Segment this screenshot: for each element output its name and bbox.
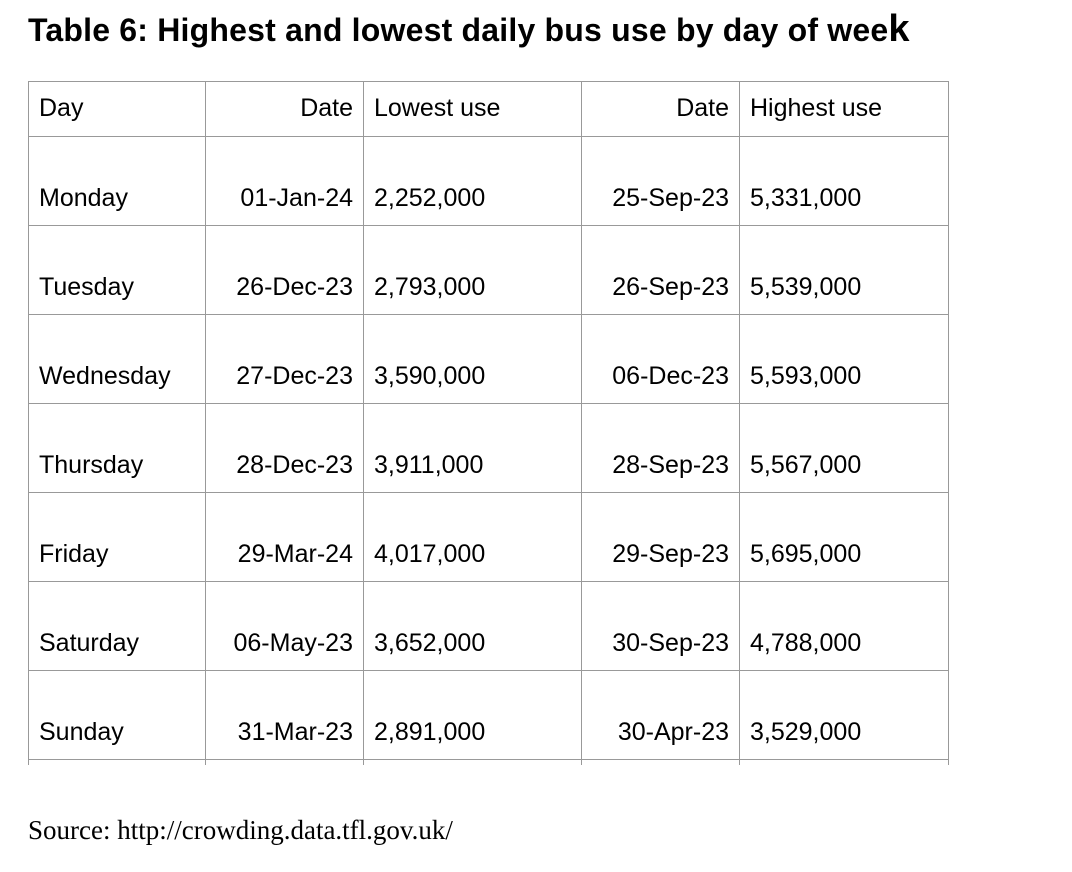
cell-lowest-date: 29-Mar-24: [205, 491, 364, 582]
cell-highest-use: 5,593,000: [739, 313, 949, 404]
cell-lowest-date: 27-Dec-23: [205, 313, 364, 404]
cell-highest-use: 5,695,000: [739, 491, 949, 582]
cell-highest-use: 5,331,000: [739, 135, 949, 226]
col-header-lowest-use: Lowest use: [363, 80, 582, 137]
cell-day: Monday: [28, 135, 206, 226]
col-header-date-lowest: Date: [205, 80, 364, 137]
cell-lowest-date: 28-Dec-23: [205, 402, 364, 493]
cell-highest-use: 3,529,000: [739, 669, 949, 760]
bus-use-table: Day Date Lowest use Date Highest use Mon…: [28, 80, 949, 765]
cell-lowest-date: 31-Mar-23: [205, 669, 364, 760]
table-row: Sunday 31-Mar-23 2,891,000 30-Apr-23 3,5…: [28, 669, 949, 760]
cell-lowest-use: 3,590,000: [363, 313, 582, 404]
table-title: Table 6: Highest and lowest daily bus us…: [28, 10, 1072, 49]
cell-highest-use: 5,567,000: [739, 402, 949, 493]
cell-lowest-use: 2,252,000: [363, 135, 582, 226]
table-title-tail: k: [888, 8, 910, 50]
cell-highest-date: 26-Sep-23: [581, 224, 740, 315]
cell-day: Tuesday: [28, 224, 206, 315]
cell-highest-use: 4,788,000: [739, 580, 949, 671]
source-text: Source: http://crowding.data.tfl.gov.uk/: [28, 814, 453, 845]
col-header-highest-use: Highest use: [739, 80, 949, 137]
header-row: Day Date Lowest use Date Highest use: [28, 80, 949, 137]
table-row: Thursday 28-Dec-23 3,911,000 28-Sep-23 5…: [28, 402, 949, 493]
col-header-date-highest: Date: [581, 80, 740, 137]
table-row: Wednesday 27-Dec-23 3,590,000 06-Dec-23 …: [28, 313, 949, 404]
table-row: Friday 29-Mar-24 4,017,000 29-Sep-23 5,6…: [28, 491, 949, 582]
cell-highest-date: 28-Sep-23: [581, 402, 740, 493]
cell-lowest-use: 4,017,000: [363, 491, 582, 582]
cell-lowest-use: 3,652,000: [363, 580, 582, 671]
cell-day: Sunday: [28, 669, 206, 760]
cell-day: Thursday: [28, 402, 206, 493]
table-row: Tuesday 26-Dec-23 2,793,000 26-Sep-23 5,…: [28, 224, 949, 315]
cell-highest-date: 25-Sep-23: [581, 135, 740, 226]
cell-highest-date: 29-Sep-23: [581, 491, 740, 582]
cell-day: Friday: [28, 491, 206, 582]
cell-lowest-date: 01-Jan-24: [205, 135, 364, 226]
col-header-day: Day: [28, 80, 206, 137]
cell-highest-date: 30-Apr-23: [581, 669, 740, 760]
cell-highest-date: 30-Sep-23: [581, 580, 740, 671]
cell-lowest-date: 06-May-23: [205, 580, 364, 671]
table-row: Monday 01-Jan-24 2,252,000 25-Sep-23 5,3…: [28, 135, 949, 226]
cell-day: Wednesday: [28, 313, 206, 404]
cell-highest-use: 5,539,000: [739, 224, 949, 315]
cell-highest-date: 06-Dec-23: [581, 313, 740, 404]
table-row: Saturday 06-May-23 3,652,000 30-Sep-23 4…: [28, 580, 949, 671]
table-title-text: Table 6: Highest and lowest daily bus us…: [28, 12, 889, 48]
cell-day: Saturday: [28, 580, 206, 671]
cell-lowest-use: 2,891,000: [363, 669, 582, 760]
cell-lowest-date: 26-Dec-23: [205, 224, 364, 315]
cell-lowest-use: 3,911,000: [363, 402, 582, 493]
clipped-row-sliver: [28, 758, 949, 765]
cell-lowest-use: 2,793,000: [363, 224, 582, 315]
